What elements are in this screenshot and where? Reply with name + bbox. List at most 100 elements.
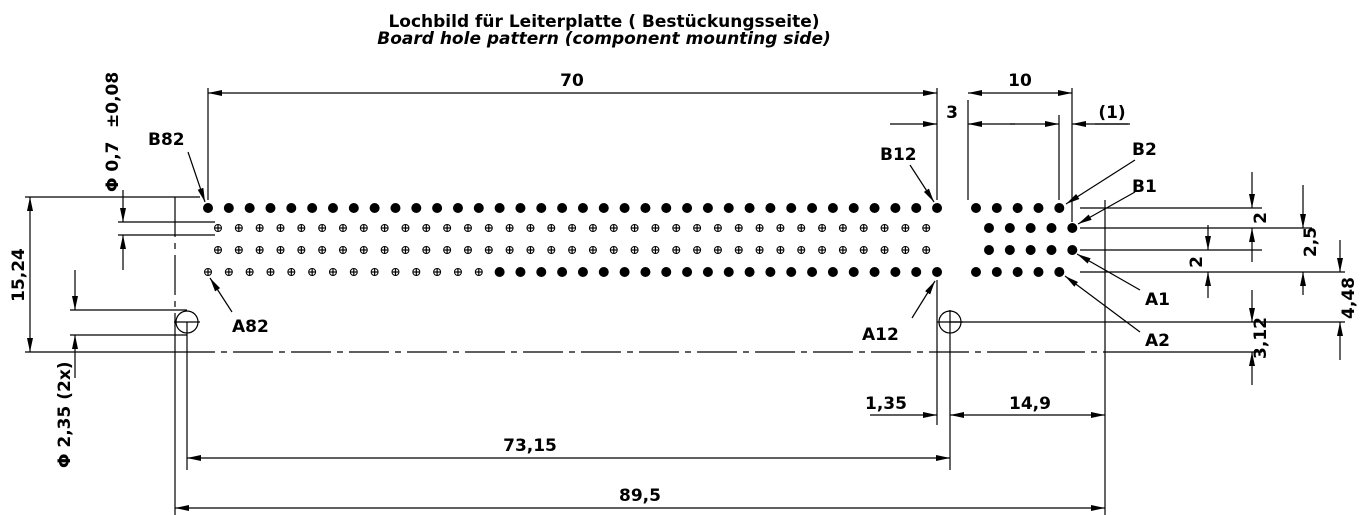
hole [848, 267, 859, 277]
hole [369, 203, 380, 213]
dim-label: 73,15 [503, 436, 557, 456]
hole [515, 203, 526, 213]
hole [723, 267, 734, 277]
hole [786, 267, 797, 277]
hole [1004, 223, 1015, 233]
dimension-lines [25, 88, 1345, 515]
hole [971, 267, 981, 277]
hole [991, 267, 1002, 277]
hole [557, 267, 568, 277]
hole [661, 267, 672, 277]
hole [557, 203, 568, 213]
hole [286, 203, 297, 213]
dim-label: 70 [560, 71, 584, 91]
pin-label: A82 [232, 317, 269, 337]
dim-label: ±0,08 [103, 72, 123, 128]
hole [682, 203, 693, 213]
hole [911, 267, 922, 277]
hole [848, 203, 859, 213]
hole [244, 203, 255, 213]
hole [1067, 245, 1078, 255]
hole [869, 267, 880, 277]
hole [971, 203, 981, 213]
hole [890, 267, 901, 277]
subtitle: Board hole pattern (component mounting s… [377, 29, 831, 49]
hole [1004, 245, 1015, 255]
hole [515, 267, 526, 277]
dim-label: 4,48 [1339, 277, 1359, 319]
pin-label: A2 [1145, 331, 1170, 351]
hole [661, 203, 672, 213]
dim-label: 3 [946, 103, 958, 123]
dim-label: Φ 0,7 [103, 142, 123, 193]
hole [577, 203, 588, 213]
dim-label: 10 [1008, 71, 1032, 91]
hole [598, 203, 609, 213]
dim-label: 89,5 [619, 486, 661, 506]
hole [765, 267, 776, 277]
hole [536, 203, 547, 213]
hole [984, 245, 994, 255]
hole [265, 203, 276, 213]
dim-label: 2 [1251, 212, 1271, 224]
hole [682, 267, 693, 277]
hole [1025, 245, 1036, 255]
hole [432, 203, 443, 213]
hole [1054, 203, 1065, 213]
hole [640, 203, 651, 213]
hole [619, 203, 630, 213]
hole [203, 203, 213, 213]
hole [1025, 223, 1036, 233]
hole [744, 267, 755, 277]
dim-label: 14,9 [1009, 394, 1051, 414]
dim-label: Φ 2,35 (2x) [55, 361, 75, 468]
dim-label: (1) [1098, 103, 1125, 123]
hole [869, 203, 880, 213]
pin-label: A1 [1145, 290, 1170, 310]
hole [911, 203, 922, 213]
title: Lochbild für Leiterplatte ( Bestückungss… [388, 12, 819, 32]
dim-label: 2 [1187, 256, 1207, 268]
hole [577, 267, 588, 277]
hole [494, 203, 505, 213]
hole [327, 203, 338, 213]
hole [640, 267, 651, 277]
pin-label: A12 [862, 325, 899, 345]
hole [307, 203, 318, 213]
hole [932, 267, 943, 277]
hole [473, 203, 484, 213]
hole [723, 203, 734, 213]
hole [827, 267, 838, 277]
hole [807, 203, 818, 213]
hole [1033, 203, 1044, 213]
dim-label: 1,35 [865, 394, 907, 414]
hole [536, 267, 547, 277]
hole [494, 267, 505, 277]
hole [1012, 267, 1023, 277]
hole [1067, 223, 1078, 233]
hole [598, 267, 609, 277]
hole [827, 203, 838, 213]
pin-label: B2 [1132, 140, 1157, 160]
holes [203, 203, 1078, 277]
dim-label: 15,24 [9, 248, 29, 302]
hole [452, 203, 463, 213]
hole [223, 203, 234, 213]
dim-label: 2,5 [1301, 227, 1321, 257]
hole [932, 203, 943, 213]
hole [619, 267, 630, 277]
hole [1054, 267, 1065, 277]
hole [1046, 245, 1057, 255]
hole [744, 203, 755, 213]
hole [390, 203, 401, 213]
hole [991, 203, 1002, 213]
dim-label: 3,12 [1251, 317, 1271, 359]
pin-label: B1 [1132, 177, 1157, 197]
hole [348, 203, 359, 213]
pin-label: B12 [880, 145, 917, 165]
hole [1012, 203, 1023, 213]
hole [702, 267, 713, 277]
hole [786, 203, 797, 213]
hole [411, 203, 422, 213]
